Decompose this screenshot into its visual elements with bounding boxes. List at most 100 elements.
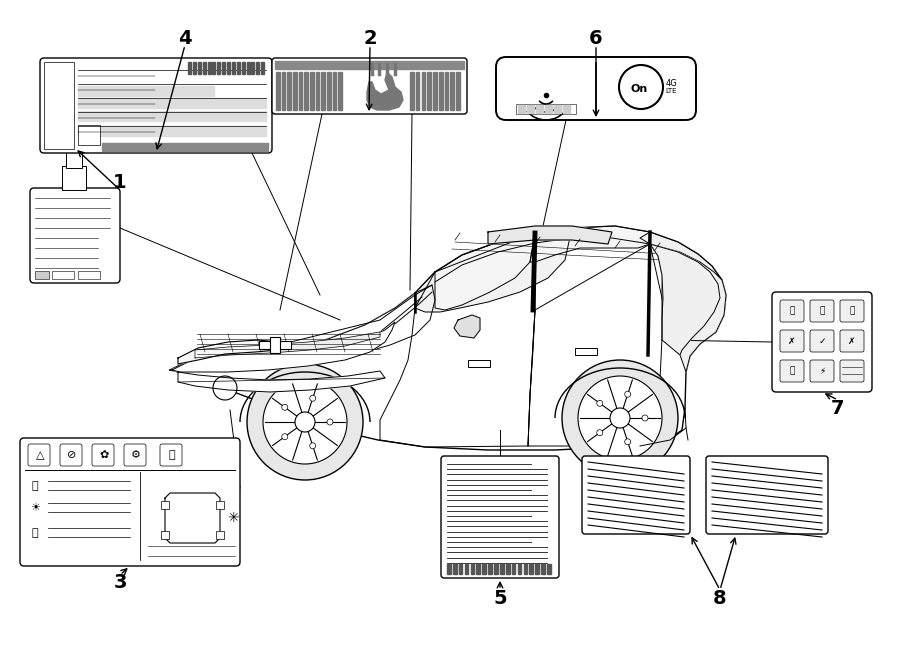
Bar [476, 564, 480, 574]
Bar [259, 341, 291, 349]
Text: 👤: 👤 [32, 528, 39, 538]
FancyBboxPatch shape [28, 444, 50, 466]
Circle shape [578, 376, 662, 460]
Text: On: On [630, 84, 648, 94]
Bar [78, 86, 214, 96]
Text: ✗: ✗ [848, 336, 856, 346]
FancyBboxPatch shape [810, 330, 834, 352]
Bar [276, 72, 280, 110]
Bar [450, 72, 454, 110]
Circle shape [597, 401, 603, 406]
Bar [227, 62, 230, 74]
Bar [529, 564, 533, 574]
Bar [216, 531, 224, 539]
Bar [545, 105, 552, 113]
FancyBboxPatch shape [706, 456, 828, 534]
Polygon shape [454, 315, 480, 338]
Bar [488, 564, 492, 574]
FancyBboxPatch shape [124, 444, 146, 466]
Bar [222, 62, 225, 74]
Polygon shape [530, 226, 650, 262]
Text: △: △ [36, 450, 44, 460]
Polygon shape [415, 228, 572, 312]
Bar [270, 337, 280, 353]
Bar [247, 62, 249, 74]
Bar [459, 564, 463, 574]
Bar [35, 271, 49, 279]
Bar [453, 564, 456, 574]
Bar [256, 62, 259, 74]
Circle shape [610, 408, 630, 428]
Bar [445, 72, 448, 110]
FancyBboxPatch shape [780, 330, 804, 352]
Circle shape [213, 376, 237, 400]
Text: ✿: ✿ [99, 450, 109, 460]
Circle shape [619, 65, 663, 109]
Bar [541, 564, 544, 574]
Circle shape [597, 430, 603, 436]
Polygon shape [195, 332, 380, 358]
Bar [232, 62, 235, 74]
Bar [78, 98, 266, 108]
Bar [327, 72, 330, 110]
FancyBboxPatch shape [772, 292, 872, 392]
FancyBboxPatch shape [582, 456, 690, 534]
Bar [536, 564, 539, 574]
Text: 📖: 📖 [168, 450, 176, 460]
Polygon shape [367, 72, 403, 110]
Text: ⊘: ⊘ [68, 450, 76, 460]
FancyBboxPatch shape [840, 360, 864, 382]
Bar [536, 105, 543, 113]
Bar [439, 72, 443, 110]
Bar [512, 564, 516, 574]
Circle shape [562, 360, 678, 476]
Bar [261, 62, 265, 74]
Bar [304, 72, 308, 110]
Text: 📋: 📋 [819, 307, 824, 316]
Bar [52, 271, 74, 279]
Polygon shape [172, 322, 395, 372]
Bar [518, 105, 525, 113]
Text: 3: 3 [113, 573, 127, 592]
Circle shape [310, 443, 316, 449]
Polygon shape [178, 340, 278, 364]
Bar [421, 72, 425, 110]
Polygon shape [650, 244, 720, 355]
Bar [500, 564, 504, 574]
Bar [44, 62, 74, 149]
Bar [428, 72, 431, 110]
Polygon shape [170, 226, 726, 450]
Bar [216, 501, 224, 509]
Text: 💾: 💾 [789, 307, 795, 316]
Bar [275, 61, 464, 69]
Text: LTE: LTE [665, 88, 677, 94]
Bar [518, 564, 521, 574]
Bar [563, 105, 570, 113]
FancyBboxPatch shape [20, 438, 240, 566]
Text: 2: 2 [364, 28, 377, 48]
FancyBboxPatch shape [92, 444, 114, 466]
Polygon shape [435, 233, 535, 310]
Bar [208, 62, 211, 74]
FancyBboxPatch shape [810, 360, 834, 382]
Text: 7: 7 [832, 399, 845, 418]
Bar [338, 72, 342, 110]
Text: 5: 5 [493, 589, 507, 608]
Bar [198, 62, 201, 74]
Bar [516, 104, 576, 114]
Bar [575, 348, 597, 355]
Bar [547, 564, 551, 574]
Bar [78, 271, 100, 279]
Bar [78, 125, 100, 145]
Polygon shape [435, 226, 722, 282]
Bar [316, 72, 320, 110]
FancyBboxPatch shape [272, 58, 467, 114]
Circle shape [247, 364, 363, 480]
Text: 4G: 4G [665, 79, 677, 87]
Circle shape [282, 434, 288, 440]
Bar [202, 62, 206, 74]
Bar [217, 62, 220, 74]
FancyBboxPatch shape [780, 300, 804, 322]
Text: ⚙: ⚙ [131, 450, 141, 460]
Circle shape [642, 415, 648, 421]
